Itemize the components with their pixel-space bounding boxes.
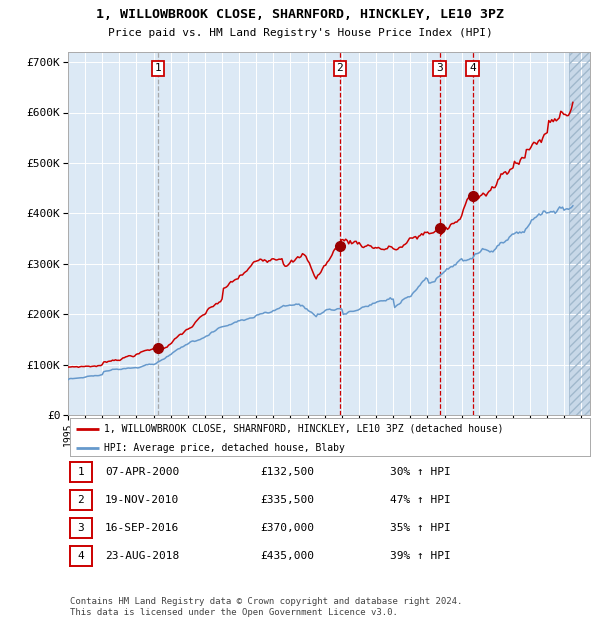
Text: 1, WILLOWBROOK CLOSE, SHARNFORD, HINCKLEY, LE10 3PZ: 1, WILLOWBROOK CLOSE, SHARNFORD, HINCKLE… xyxy=(96,8,504,21)
Text: 30% ↑ HPI: 30% ↑ HPI xyxy=(390,467,451,477)
Text: Price paid vs. HM Land Registry's House Price Index (HPI): Price paid vs. HM Land Registry's House … xyxy=(107,28,493,38)
Text: 23-AUG-2018: 23-AUG-2018 xyxy=(105,551,179,561)
Text: £335,500: £335,500 xyxy=(260,495,314,505)
Text: 2: 2 xyxy=(337,63,343,73)
Text: 3: 3 xyxy=(77,523,85,533)
Text: £435,000: £435,000 xyxy=(260,551,314,561)
Text: 19-NOV-2010: 19-NOV-2010 xyxy=(105,495,179,505)
Text: 1: 1 xyxy=(77,467,85,477)
Bar xyxy=(569,52,590,415)
Text: 16-SEP-2016: 16-SEP-2016 xyxy=(105,523,179,533)
Text: £132,500: £132,500 xyxy=(260,467,314,477)
Text: 1: 1 xyxy=(155,63,161,73)
Text: 47% ↑ HPI: 47% ↑ HPI xyxy=(390,495,451,505)
Text: 39% ↑ HPI: 39% ↑ HPI xyxy=(390,551,451,561)
Text: 3: 3 xyxy=(436,63,443,73)
Bar xyxy=(569,52,590,415)
Text: Contains HM Land Registry data © Crown copyright and database right 2024.: Contains HM Land Registry data © Crown c… xyxy=(70,597,463,606)
Text: This data is licensed under the Open Government Licence v3.0.: This data is licensed under the Open Gov… xyxy=(70,608,398,617)
Text: 2: 2 xyxy=(77,495,85,505)
Text: 07-APR-2000: 07-APR-2000 xyxy=(105,467,179,477)
Text: 4: 4 xyxy=(469,63,476,73)
Text: 1, WILLOWBROOK CLOSE, SHARNFORD, HINCKLEY, LE10 3PZ (detached house): 1, WILLOWBROOK CLOSE, SHARNFORD, HINCKLE… xyxy=(104,423,503,433)
Text: HPI: Average price, detached house, Blaby: HPI: Average price, detached house, Blab… xyxy=(104,443,344,453)
Text: £370,000: £370,000 xyxy=(260,523,314,533)
Text: 4: 4 xyxy=(77,551,85,561)
Text: 35% ↑ HPI: 35% ↑ HPI xyxy=(390,523,451,533)
